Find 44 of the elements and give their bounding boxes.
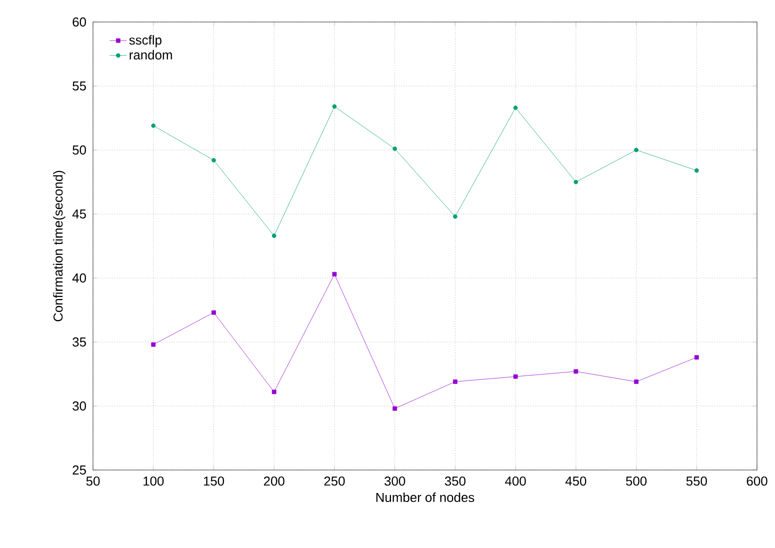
point: [272, 390, 276, 394]
y-axis-title: Confirmation time(second): [53, 170, 66, 322]
point: [694, 355, 699, 360]
point: [151, 123, 156, 128]
x-tick-label: 400: [505, 476, 526, 486]
y-tick-label: 45: [72, 209, 86, 219]
point: [452, 379, 458, 384]
x-tick-label: 100: [144, 476, 164, 486]
x-tick-label: 550: [686, 476, 707, 486]
legend-label: random: [130, 50, 172, 60]
point: [332, 104, 337, 109]
point: [212, 310, 216, 315]
legend-label: sscflp: [129, 35, 162, 48]
x-axis-title: Number of nodes: [376, 492, 474, 502]
x-tick-label: 450: [565, 476, 586, 486]
y-tick-label: 40: [72, 273, 86, 283]
point: [634, 148, 638, 152]
x-tick-label: 350: [444, 476, 466, 486]
x-tick-label: 250: [324, 476, 345, 486]
point: [574, 180, 578, 184]
point: [574, 369, 578, 374]
x-tick-label: 300: [384, 476, 406, 486]
x-tick-label: 600: [746, 476, 768, 486]
x-tick-label: 500: [626, 476, 647, 486]
point: [634, 379, 638, 384]
x-tick-label: 200: [264, 476, 284, 486]
point: [212, 158, 216, 162]
point: [392, 406, 398, 411]
y-tick-label: 60: [72, 17, 86, 27]
point: [392, 146, 398, 151]
point: [332, 272, 337, 276]
point: [694, 168, 699, 173]
y-tick-label: 35: [72, 337, 86, 347]
x-tick-label: 150: [204, 476, 224, 486]
y-tick-label: 55: [72, 81, 86, 91]
point: [513, 374, 518, 379]
y-tick-label: 25: [72, 465, 86, 475]
x-tick-label: 50: [86, 476, 100, 486]
y-tick-label: 30: [72, 401, 86, 411]
point: [272, 234, 276, 238]
y-tick-label: 50: [72, 145, 86, 155]
point: [151, 342, 156, 347]
point: [452, 214, 458, 219]
point: [513, 106, 518, 110]
